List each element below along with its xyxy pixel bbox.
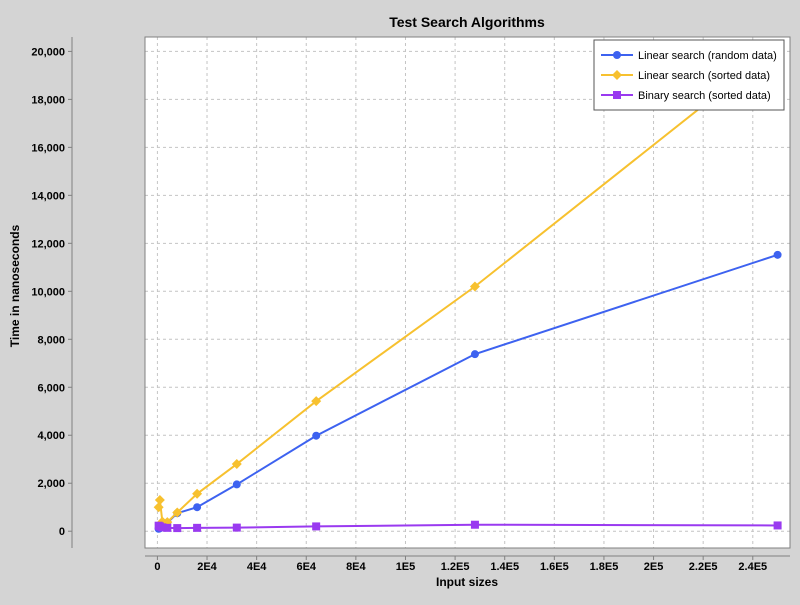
y-tick-label: 18,000 [31,94,65,106]
x-tick-label: 6E4 [296,561,316,573]
data-point [173,524,182,533]
data-point [613,51,621,59]
data-point [773,250,782,259]
data-point [154,495,165,506]
y-tick-label: 0 [59,526,65,538]
plot-border [144,36,791,549]
y-tick-label: 16,000 [31,142,65,154]
data-point [613,91,621,99]
x-tick-label: 1.6E5 [540,561,569,573]
data-point [773,521,782,530]
y-tick-label: 4,000 [37,430,65,442]
plot-area: 0 2,000 4,000 6,000 8,000 10,000 12,000 14,000 1… [31,36,791,573]
data-point [231,459,242,470]
x-tick-label: 0 [154,561,160,573]
data-point [163,523,172,532]
x-tick-label: 1.4E5 [490,561,519,573]
legend-label: Linear search (sorted data) [638,70,770,82]
data-point [312,522,321,531]
y-tick-label: 14,000 [31,190,65,202]
data-point [469,281,480,292]
x-tick-label: 2.4E5 [738,561,767,573]
x-tick-label: 8E4 [346,561,366,573]
x-tick-label: 2E4 [197,561,217,573]
y-tick-label: 12,000 [31,238,65,250]
y-tick-label: 6,000 [37,382,65,394]
legend-label: Binary search (sorted data) [638,90,771,102]
y-tick-label: 10,000 [31,286,65,298]
data-point [311,396,322,407]
y-tick-label: 8,000 [37,334,65,346]
data-point [193,503,202,512]
data-point [192,488,203,499]
data-point [158,523,167,532]
x-tick-label: 1.8E5 [590,561,619,573]
x-tick-label: 1.2E5 [441,561,470,573]
y-tick-label: 2,000 [37,478,65,490]
data-point [172,507,183,518]
x-tick-label: 1E5 [396,561,416,573]
data-point [232,523,241,532]
y-tick-label: 20,000 [31,46,65,58]
series-line [157,45,779,524]
x-tick-label: 4E4 [247,561,267,573]
data-point [470,350,479,359]
data-point [312,431,321,440]
x-tick-label: 2E5 [644,561,664,573]
data-point [470,520,479,529]
data-point [153,502,164,513]
x-tick-label: 2.2E5 [689,561,718,573]
legend-label: Linear search (random data) [638,50,777,62]
series-3 [154,520,782,533]
y-axis-label: Time in nanoseconds [8,224,22,347]
x-axis-label: Input sizes [436,575,498,589]
data-point [612,70,622,80]
chart-title: Test Search Algorithms [389,14,545,30]
data-point [232,480,241,489]
data-point [193,523,202,532]
